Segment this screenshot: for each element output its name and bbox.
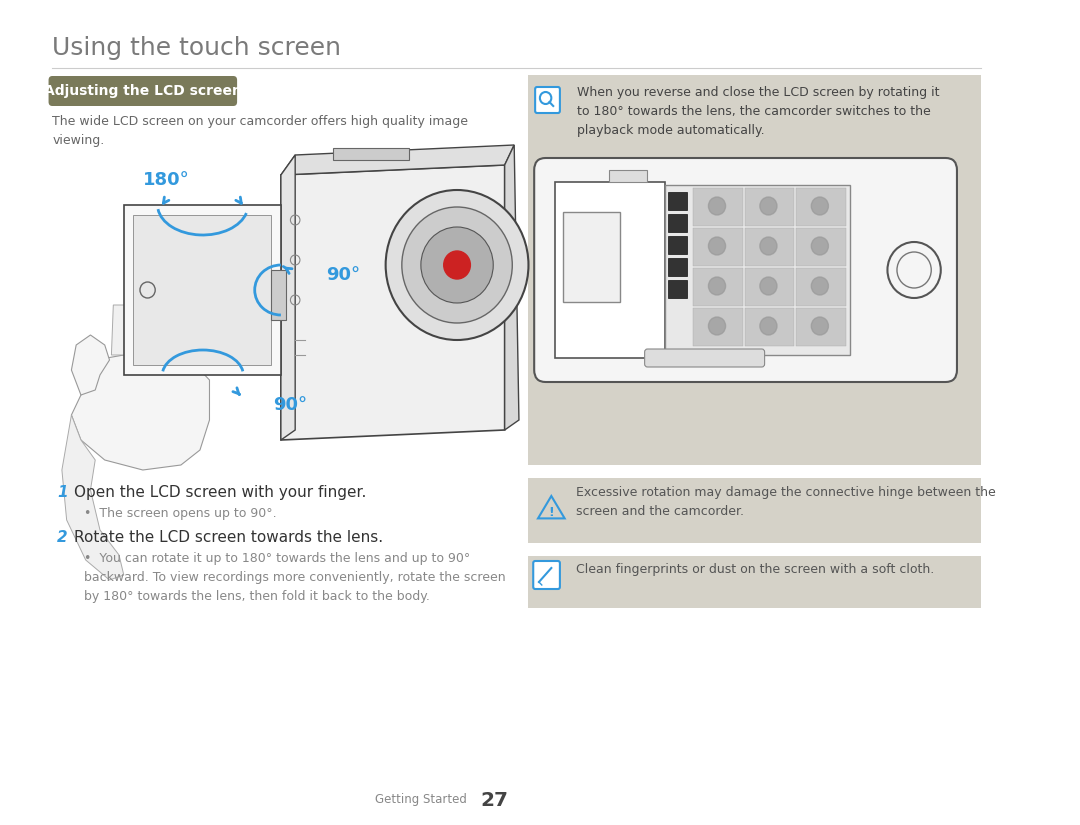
Bar	[528, 556, 981, 608]
Text: 27: 27	[481, 790, 509, 809]
Bar	[693, 268, 743, 306]
Text: Adjusting the LCD screen: Adjusting the LCD screen	[44, 84, 242, 98]
FancyBboxPatch shape	[535, 87, 559, 113]
Circle shape	[760, 277, 777, 295]
Circle shape	[386, 190, 528, 340]
Text: 90°: 90°	[273, 396, 308, 414]
Text: When you reverse and close the LCD screen by rotating it
to 180° towards the len: When you reverse and close the LCD scree…	[577, 86, 940, 137]
Circle shape	[402, 207, 512, 323]
Text: 2: 2	[57, 530, 68, 545]
Bar	[744, 188, 794, 226]
Text: The wide LCD screen on your camcorder offers high quality image
viewing.: The wide LCD screen on your camcorder of…	[52, 115, 469, 147]
Bar	[744, 228, 794, 266]
Text: Clean fingerprints or dust on the screen with a soft cloth.: Clean fingerprints or dust on the screen…	[576, 563, 934, 576]
Polygon shape	[172, 315, 187, 350]
Bar	[669, 214, 688, 232]
Text: 180°: 180°	[144, 171, 190, 189]
Circle shape	[811, 237, 828, 255]
Circle shape	[708, 237, 726, 255]
Circle shape	[760, 317, 777, 335]
Bar	[693, 228, 743, 266]
Bar	[528, 478, 981, 543]
Circle shape	[760, 237, 777, 255]
Bar	[669, 258, 688, 276]
Text: Using the touch screen: Using the touch screen	[52, 36, 341, 60]
FancyBboxPatch shape	[49, 76, 238, 106]
Bar	[664, 185, 850, 355]
Bar	[609, 170, 648, 182]
FancyBboxPatch shape	[535, 158, 957, 382]
Polygon shape	[124, 205, 281, 375]
Polygon shape	[71, 355, 210, 470]
Polygon shape	[281, 145, 514, 175]
Bar	[334, 148, 409, 160]
Text: Getting Started: Getting Started	[375, 794, 467, 807]
Text: •  You can rotate it up to 180° towards the lens and up to 90°
backward. To view: • You can rotate it up to 180° towards t…	[84, 552, 505, 603]
Bar	[693, 308, 743, 346]
Bar	[693, 188, 743, 226]
Text: 1: 1	[57, 485, 68, 500]
Bar	[669, 192, 688, 210]
Bar	[669, 236, 688, 254]
Circle shape	[811, 317, 828, 335]
Bar	[796, 268, 846, 306]
FancyBboxPatch shape	[645, 349, 765, 367]
Bar	[744, 308, 794, 346]
Polygon shape	[281, 155, 295, 440]
Circle shape	[708, 197, 726, 215]
Polygon shape	[152, 306, 167, 346]
Text: Open the LCD screen with your finger.: Open the LCD screen with your finger.	[75, 485, 366, 500]
Text: 90°: 90°	[326, 266, 360, 284]
Bar	[744, 268, 794, 306]
Circle shape	[708, 277, 726, 295]
Bar	[796, 308, 846, 346]
Circle shape	[421, 227, 494, 303]
Circle shape	[811, 197, 828, 215]
Circle shape	[708, 317, 726, 335]
Polygon shape	[504, 145, 519, 430]
Polygon shape	[62, 415, 124, 580]
Bar	[563, 212, 620, 302]
Bar	[271, 270, 285, 320]
Bar	[528, 75, 981, 465]
Polygon shape	[71, 335, 109, 395]
Bar	[555, 182, 664, 358]
Bar	[796, 228, 846, 266]
Polygon shape	[111, 305, 126, 355]
Polygon shape	[281, 165, 504, 440]
Bar	[669, 280, 688, 298]
Circle shape	[811, 277, 828, 295]
Text: •  The screen opens up to 90°.: • The screen opens up to 90°.	[84, 507, 276, 520]
Polygon shape	[133, 215, 271, 365]
Text: !: !	[549, 507, 554, 520]
Bar	[796, 188, 846, 226]
Circle shape	[444, 251, 471, 279]
Polygon shape	[133, 303, 149, 348]
Text: Excessive rotation may damage the connective hinge between the
screen and the ca: Excessive rotation may damage the connec…	[576, 486, 996, 518]
Circle shape	[760, 197, 777, 215]
FancyBboxPatch shape	[534, 561, 559, 589]
Text: Rotate the LCD screen towards the lens.: Rotate the LCD screen towards the lens.	[75, 530, 383, 545]
